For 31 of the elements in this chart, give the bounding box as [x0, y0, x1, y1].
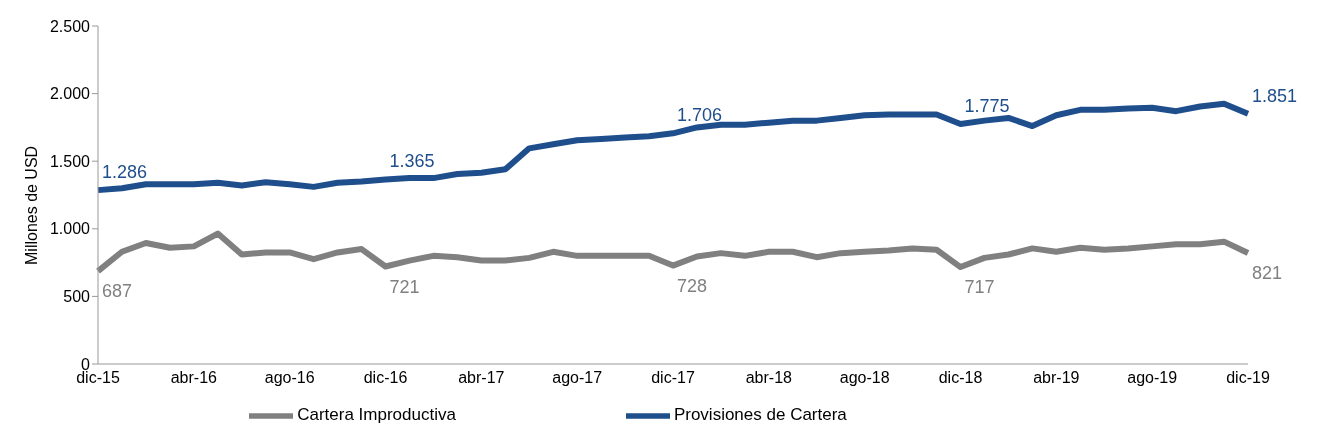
data-label: 1.706 [677, 105, 723, 126]
x-tick-label: dic-15 [76, 369, 120, 387]
y-tick-label: 500 [63, 288, 91, 306]
x-tick-label: ago-19 [1127, 369, 1178, 387]
y-tick-label: 1.500 [49, 152, 91, 170]
x-tick-label: abr-18 [745, 369, 793, 387]
x-tick-label: abr-19 [1033, 369, 1080, 387]
data-label: 728 [677, 275, 708, 296]
x-tick-label: dic-19 [1226, 369, 1270, 387]
x-tick-label: dic-16 [363, 369, 408, 387]
data-label: 721 [389, 276, 420, 297]
x-tick-label: ago-16 [264, 369, 315, 387]
data-label: 717 [964, 277, 995, 298]
y-tick-label: 1.000 [49, 220, 91, 238]
y-tick-label: 2.500 [49, 17, 91, 35]
x-tick-label: ago-17 [552, 369, 603, 387]
x-tick-label: abr-17 [458, 369, 505, 387]
data-label: 1.851 [1252, 85, 1298, 106]
x-tick-label: abr-16 [170, 369, 218, 387]
legend-label: Provisiones de Cartera [673, 405, 847, 425]
x-tick-label: ago-18 [839, 369, 890, 387]
legend-label: Cartera Improductiva [297, 405, 456, 425]
data-label: 821 [1252, 263, 1283, 283]
data-label: 1.286 [102, 162, 148, 183]
data-label: 1.775 [964, 96, 1010, 117]
data-label: 687 [102, 281, 133, 302]
y-axis-title: Millones de USD [22, 145, 40, 265]
x-tick-label: dic-17 [651, 369, 695, 387]
data-label: 1.365 [389, 151, 435, 172]
y-tick-label: 2.000 [49, 85, 91, 103]
x-tick-label: dic-18 [938, 369, 983, 387]
